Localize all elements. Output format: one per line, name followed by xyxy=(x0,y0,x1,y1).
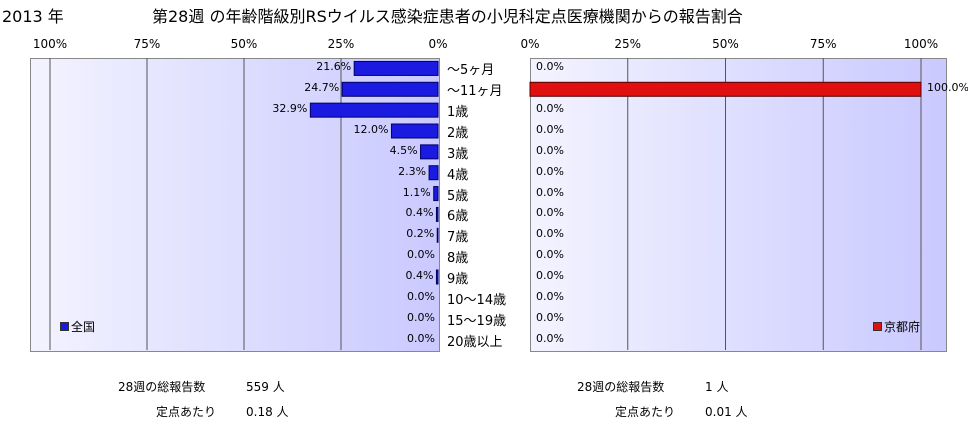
kyoto-legend-swatch xyxy=(873,322,882,331)
category-label: 1歳 xyxy=(447,105,469,121)
kyoto-total-label: 28週の総報告数 xyxy=(577,380,665,394)
chart-title: 第28週 の年齢階級別RSウイルス感染症患者の小児科定点医療機関からの報告割合 xyxy=(152,7,743,26)
kyoto-x-tick-label: 25% xyxy=(614,37,642,51)
national-data-label: 0.2% xyxy=(406,227,435,241)
national-data-label: 0.0% xyxy=(407,248,435,262)
national-x-tick-label: 50% xyxy=(230,37,258,51)
kyoto-data-label: 0.0% xyxy=(536,269,564,282)
kyoto-x-tick-label: 0% xyxy=(520,37,540,51)
national-data-label: 24.7% xyxy=(304,81,340,95)
kyoto-legend: 京都府 xyxy=(873,318,920,335)
kyoto-data-label: 0.0% xyxy=(536,227,564,241)
category-label: 5歳 xyxy=(447,188,469,204)
category-label: 〜11ヶ月 xyxy=(447,84,503,100)
national-bar xyxy=(309,102,439,118)
kyoto-data-label: 0.0% xyxy=(536,331,564,345)
national-bar xyxy=(428,165,439,181)
national-legend-swatch xyxy=(60,322,69,331)
category-label: 15〜19歳 xyxy=(447,313,507,329)
national-x-tick-label: 100% xyxy=(32,37,68,51)
kyoto-x-tick-label: 50% xyxy=(712,37,739,51)
national-bar xyxy=(433,186,439,202)
kyoto-data-label: 0.0% xyxy=(536,164,564,178)
national-x-tick-label: 75% xyxy=(133,37,161,51)
kyoto-data-label: 0.0% xyxy=(536,289,564,303)
national-legend: 全国 xyxy=(60,318,95,335)
kyoto-data-label: 100.0% xyxy=(927,81,968,95)
kyoto-data-label: 0.0% xyxy=(536,185,564,199)
national-data-label: 12.0% xyxy=(353,123,389,136)
national-bar xyxy=(435,206,439,222)
year-label: 2013 年 xyxy=(2,7,64,26)
national-data-label: 1.1% xyxy=(402,185,431,199)
category-label: 6歳 xyxy=(447,209,469,225)
national-data-label: 4.5% xyxy=(389,143,418,157)
national-x-tick-label: 0% xyxy=(428,37,448,51)
category-label: 3歳 xyxy=(447,146,469,162)
category-label: 2歳 xyxy=(447,126,469,141)
kyoto-data-label: 0.0% xyxy=(536,102,564,116)
national-data-label: 0.4% xyxy=(405,206,434,220)
kyoto-legend-label: 京都府 xyxy=(884,320,921,334)
national-per-label: 定点あたり xyxy=(156,405,217,419)
kyoto-per-value: 0.01 人 xyxy=(705,405,748,419)
national-data-label: 0.4% xyxy=(405,269,434,282)
national-x-tick-label: 25% xyxy=(327,37,355,51)
national-bar xyxy=(420,144,439,160)
national-bar xyxy=(353,60,439,76)
national-data-label: 0.0% xyxy=(407,289,435,303)
category-label: 8歳 xyxy=(447,251,469,267)
national-bar xyxy=(436,227,439,243)
category-label: 〜5ヶ月 xyxy=(447,63,495,79)
kyoto-chart-plot xyxy=(530,58,947,352)
national-total-value: 559 人 xyxy=(246,380,285,394)
kyoto-x-tick-label: 75% xyxy=(809,37,837,51)
national-bar xyxy=(435,269,439,285)
kyoto-data-label: 0.0% xyxy=(536,248,564,262)
category-label: 4歳 xyxy=(447,167,469,183)
category-label: 20歳以上 xyxy=(447,334,503,350)
national-data-label: 0.0% xyxy=(407,310,435,324)
kyoto-bar xyxy=(529,81,922,97)
national-data-label: 21.6% xyxy=(316,60,352,74)
kyoto-data-label: 0.0% xyxy=(536,143,564,157)
kyoto-data-label: 0.0% xyxy=(536,310,564,324)
kyoto-per-label: 定点あたり xyxy=(615,405,676,419)
kyoto-data-label: 0.0% xyxy=(536,60,564,74)
kyoto-x-tick-label: 100% xyxy=(903,37,939,51)
national-bar xyxy=(390,123,439,139)
kyoto-total-value: 1 人 xyxy=(705,380,729,394)
national-legend-label: 全国 xyxy=(71,320,96,334)
kyoto-data-label: 0.0% xyxy=(536,206,564,220)
national-bar xyxy=(341,81,439,97)
kyoto-data-label: 0.0% xyxy=(536,123,564,136)
category-label: 10〜14歳 xyxy=(447,292,507,308)
category-label: 9歳 xyxy=(447,272,469,287)
national-data-label: 0.0% xyxy=(407,331,435,345)
national-total-label: 28週の総報告数 xyxy=(118,380,206,394)
national-per-value: 0.18 人 xyxy=(246,405,289,419)
national-data-label: 32.9% xyxy=(272,102,308,116)
national-data-label: 2.3% xyxy=(398,164,427,178)
category-label: 7歳 xyxy=(447,230,469,246)
